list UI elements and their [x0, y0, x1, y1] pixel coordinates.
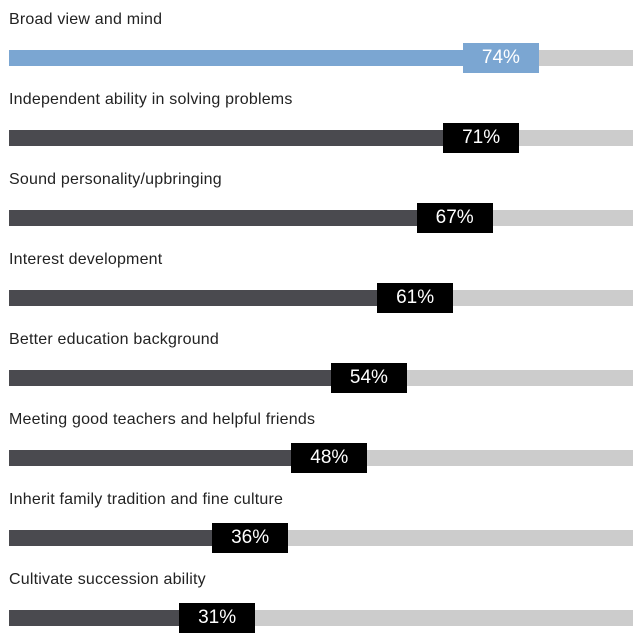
bar-fill: [9, 290, 378, 306]
category-label: Inherit family tradition and fine cultur…: [9, 491, 284, 508]
category-label: Independent ability in solving problems: [9, 91, 293, 108]
value-label: 48%: [291, 443, 368, 473]
category-label: Interest development: [9, 251, 163, 268]
bar-fill: [9, 370, 331, 386]
bar-fill: [9, 130, 444, 146]
category-label: Broad view and mind: [9, 11, 163, 28]
bar-track: [9, 130, 633, 146]
value-label: 61%: [377, 283, 454, 313]
bar-track: [9, 210, 633, 226]
bar-track: [9, 530, 633, 546]
value-label: 54%: [330, 363, 407, 393]
value-label: 71%: [443, 123, 520, 153]
value-label: 31%: [179, 603, 256, 633]
category-label: Cultivate succession ability: [9, 571, 206, 588]
value-label: 36%: [212, 523, 289, 553]
bar-fill: [9, 50, 463, 66]
bar-fill: [9, 530, 213, 546]
value-label: 74%: [462, 43, 539, 73]
bar-track: [9, 610, 633, 626]
category-label: Sound personality/upbringing: [9, 171, 222, 188]
bar-track: [9, 290, 633, 306]
bar-track: [9, 50, 633, 66]
bar-fill: [9, 450, 292, 466]
bar-track: [9, 370, 633, 386]
bar-fill: [9, 610, 180, 626]
category-label: Better education background: [9, 331, 219, 348]
bar-fill: [9, 210, 417, 226]
value-label: 67%: [416, 203, 493, 233]
category-label: Meeting good teachers and helpful friend…: [9, 411, 316, 428]
